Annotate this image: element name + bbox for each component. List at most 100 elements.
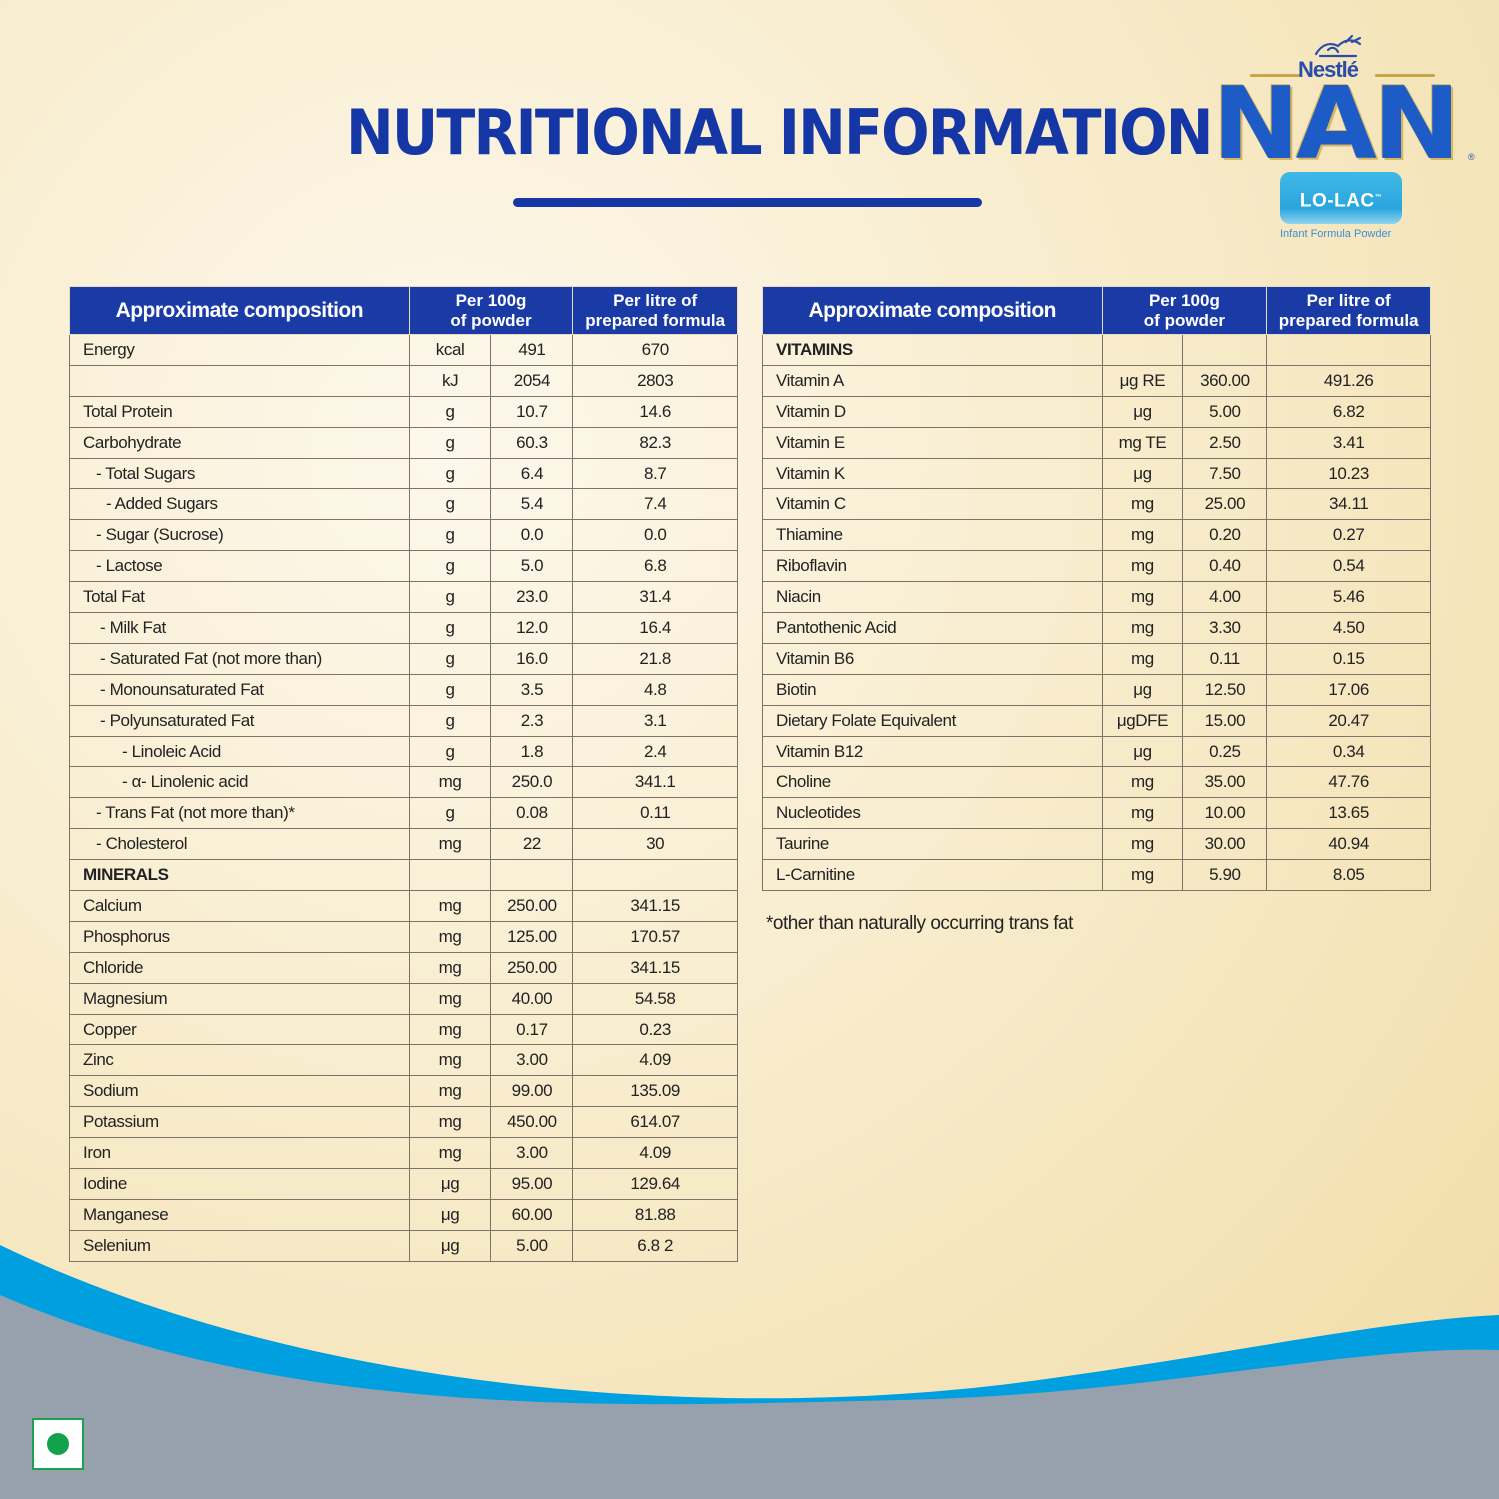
table-row: Total Protein g 10.7 14.6 [69, 395, 738, 428]
value-per-100g: 0.0 [490, 519, 574, 552]
value-per-litre: 4.09 [572, 1044, 738, 1077]
unit: g [408, 735, 492, 768]
table-row: Riboflavin mg 0.40 0.54 [762, 550, 1431, 583]
nutrient-name: Dietary Folate Equivalent [762, 704, 1103, 737]
nutrient-name: Chloride [69, 951, 410, 984]
unit [408, 859, 492, 892]
nutrient-name: Copper [69, 1013, 410, 1046]
table-row: - Total Sugars g 6.4 8.7 [69, 457, 738, 490]
unit: mg [1101, 581, 1184, 614]
value-per-100g: 12.50 [1182, 673, 1268, 706]
value-per-100g: 125.00 [490, 920, 574, 953]
table-row: Choline mg 35.00 47.76 [762, 766, 1431, 799]
value-per-100g: 40.00 [490, 982, 574, 1015]
header-composition: Approximate composition [762, 286, 1103, 335]
value-per-100g: 10.7 [490, 395, 574, 428]
header-per-100g-line2: of powder [1143, 310, 1226, 330]
table-row: Manganese μg 60.00 81.88 [69, 1198, 738, 1231]
table-row: - Added Sugars g 5.4 7.4 [69, 488, 738, 521]
value-per-100g: 25.00 [1182, 488, 1268, 521]
value-per-litre: 135.09 [572, 1075, 738, 1108]
table-row: - Lactose g 5.0 6.8 [69, 550, 738, 583]
table-row: VITAMINS [762, 334, 1431, 366]
unit: μg [1101, 735, 1184, 768]
value-per-litre: 30 [572, 828, 738, 861]
value-per-100g: 22 [490, 828, 574, 861]
nutrient-name: Taurine [762, 828, 1103, 861]
unit: μg [1101, 395, 1184, 428]
value-per-litre: 16.4 [572, 612, 738, 644]
value-per-litre: 0.54 [1266, 550, 1431, 583]
header-composition: Approximate composition [69, 286, 410, 335]
nutrient-name: Carbohydrate [69, 426, 410, 459]
nutrient-name: - Linoleic Acid [69, 735, 410, 768]
value-per-100g: 3.00 [490, 1044, 574, 1077]
value-per-100g: 450.00 [490, 1106, 574, 1139]
header-per-litre-line2: prepared formula [1278, 310, 1419, 330]
value-per-litre: 13.65 [1266, 797, 1431, 830]
nutrient-name: - α- Linolenic acid [69, 766, 410, 799]
value-per-100g: 491 [490, 334, 574, 366]
table-row: Niacin mg 4.00 5.46 [762, 581, 1431, 614]
unit: μg [1101, 457, 1184, 490]
value-per-100g: 30.00 [1182, 828, 1268, 861]
nutrient-name: Total Fat [69, 581, 410, 614]
value-per-litre: 17.06 [1266, 673, 1431, 706]
value-per-litre: 4.8 [572, 673, 738, 706]
nutrient-name: VITAMINS [762, 334, 1103, 366]
unit: g [408, 581, 492, 614]
unit: mg [1101, 828, 1184, 861]
table-header-row: Approximate composition Per 100g of powde… [762, 286, 1431, 335]
value-per-litre: 6.8 [572, 550, 738, 583]
variant-label: LO-LAC [1299, 190, 1375, 212]
trademark-mark: ™ [1374, 194, 1383, 201]
nutrient-name: Potassium [69, 1106, 410, 1139]
value-per-litre: 21.8 [572, 642, 738, 675]
header-per-litre: Per litre of prepared formula [572, 286, 738, 335]
logo-gold-line-left [1250, 74, 1300, 77]
nutrient-name: MINERALS [69, 859, 410, 892]
nutrient-name: Thiamine [762, 519, 1103, 552]
table-row: Vitamin B6 mg 0.11 0.15 [762, 642, 1431, 675]
value-per-litre: 614.07 [572, 1106, 738, 1139]
value-per-litre: 31.4 [572, 581, 738, 614]
value-per-100g: 15.00 [1182, 704, 1268, 737]
value-per-100g: 250.0 [490, 766, 574, 799]
header-per-litre: Per litre of prepared formula [1266, 286, 1431, 335]
nutrient-name: Choline [762, 766, 1103, 799]
value-per-100g: 2.3 [490, 704, 574, 737]
header-per-100g-line1: Per 100g [1148, 290, 1220, 310]
nutrient-name: - Polyunsaturated Fat [69, 704, 410, 737]
nutrition-table-macros-minerals: Approximate composition Per 100g of powde… [69, 286, 738, 1262]
unit: mg [408, 828, 492, 861]
nutrient-name: - Sugar (Sucrose) [69, 519, 410, 552]
value-per-litre: 0.0 [572, 519, 738, 552]
unit: μg [408, 1168, 492, 1200]
nutrient-name [69, 364, 410, 397]
unit: mg [1101, 642, 1184, 675]
value-per-100g: 23.0 [490, 581, 574, 614]
table-row: Carbohydrate g 60.3 82.3 [69, 426, 738, 459]
unit: μg [408, 1229, 492, 1262]
value-per-litre: 82.3 [572, 426, 738, 459]
value-per-100g: 5.90 [1182, 859, 1268, 892]
unit: mg [408, 1137, 492, 1170]
unit: mg TE [1101, 426, 1184, 459]
value-per-litre: 170.57 [572, 920, 738, 953]
value-per-100g: 60.3 [490, 426, 574, 459]
table-row: Sodium mg 99.00 135.09 [69, 1075, 738, 1108]
value-per-litre: 20.47 [1266, 704, 1431, 737]
nutrient-name: Manganese [69, 1198, 410, 1231]
product-subtitle: Infant Formula Powder [1280, 228, 1392, 240]
table-row: kJ 2054 2803 [69, 364, 738, 397]
table-row: Potassium mg 450.00 614.07 [69, 1106, 738, 1139]
table-row: Taurine mg 30.00 40.94 [762, 828, 1431, 861]
unit: mg [1101, 488, 1184, 521]
unit: g [408, 395, 492, 428]
value-per-litre: 2803 [572, 364, 738, 397]
value-per-litre: 0.27 [1266, 519, 1431, 552]
unit: g [408, 673, 492, 706]
